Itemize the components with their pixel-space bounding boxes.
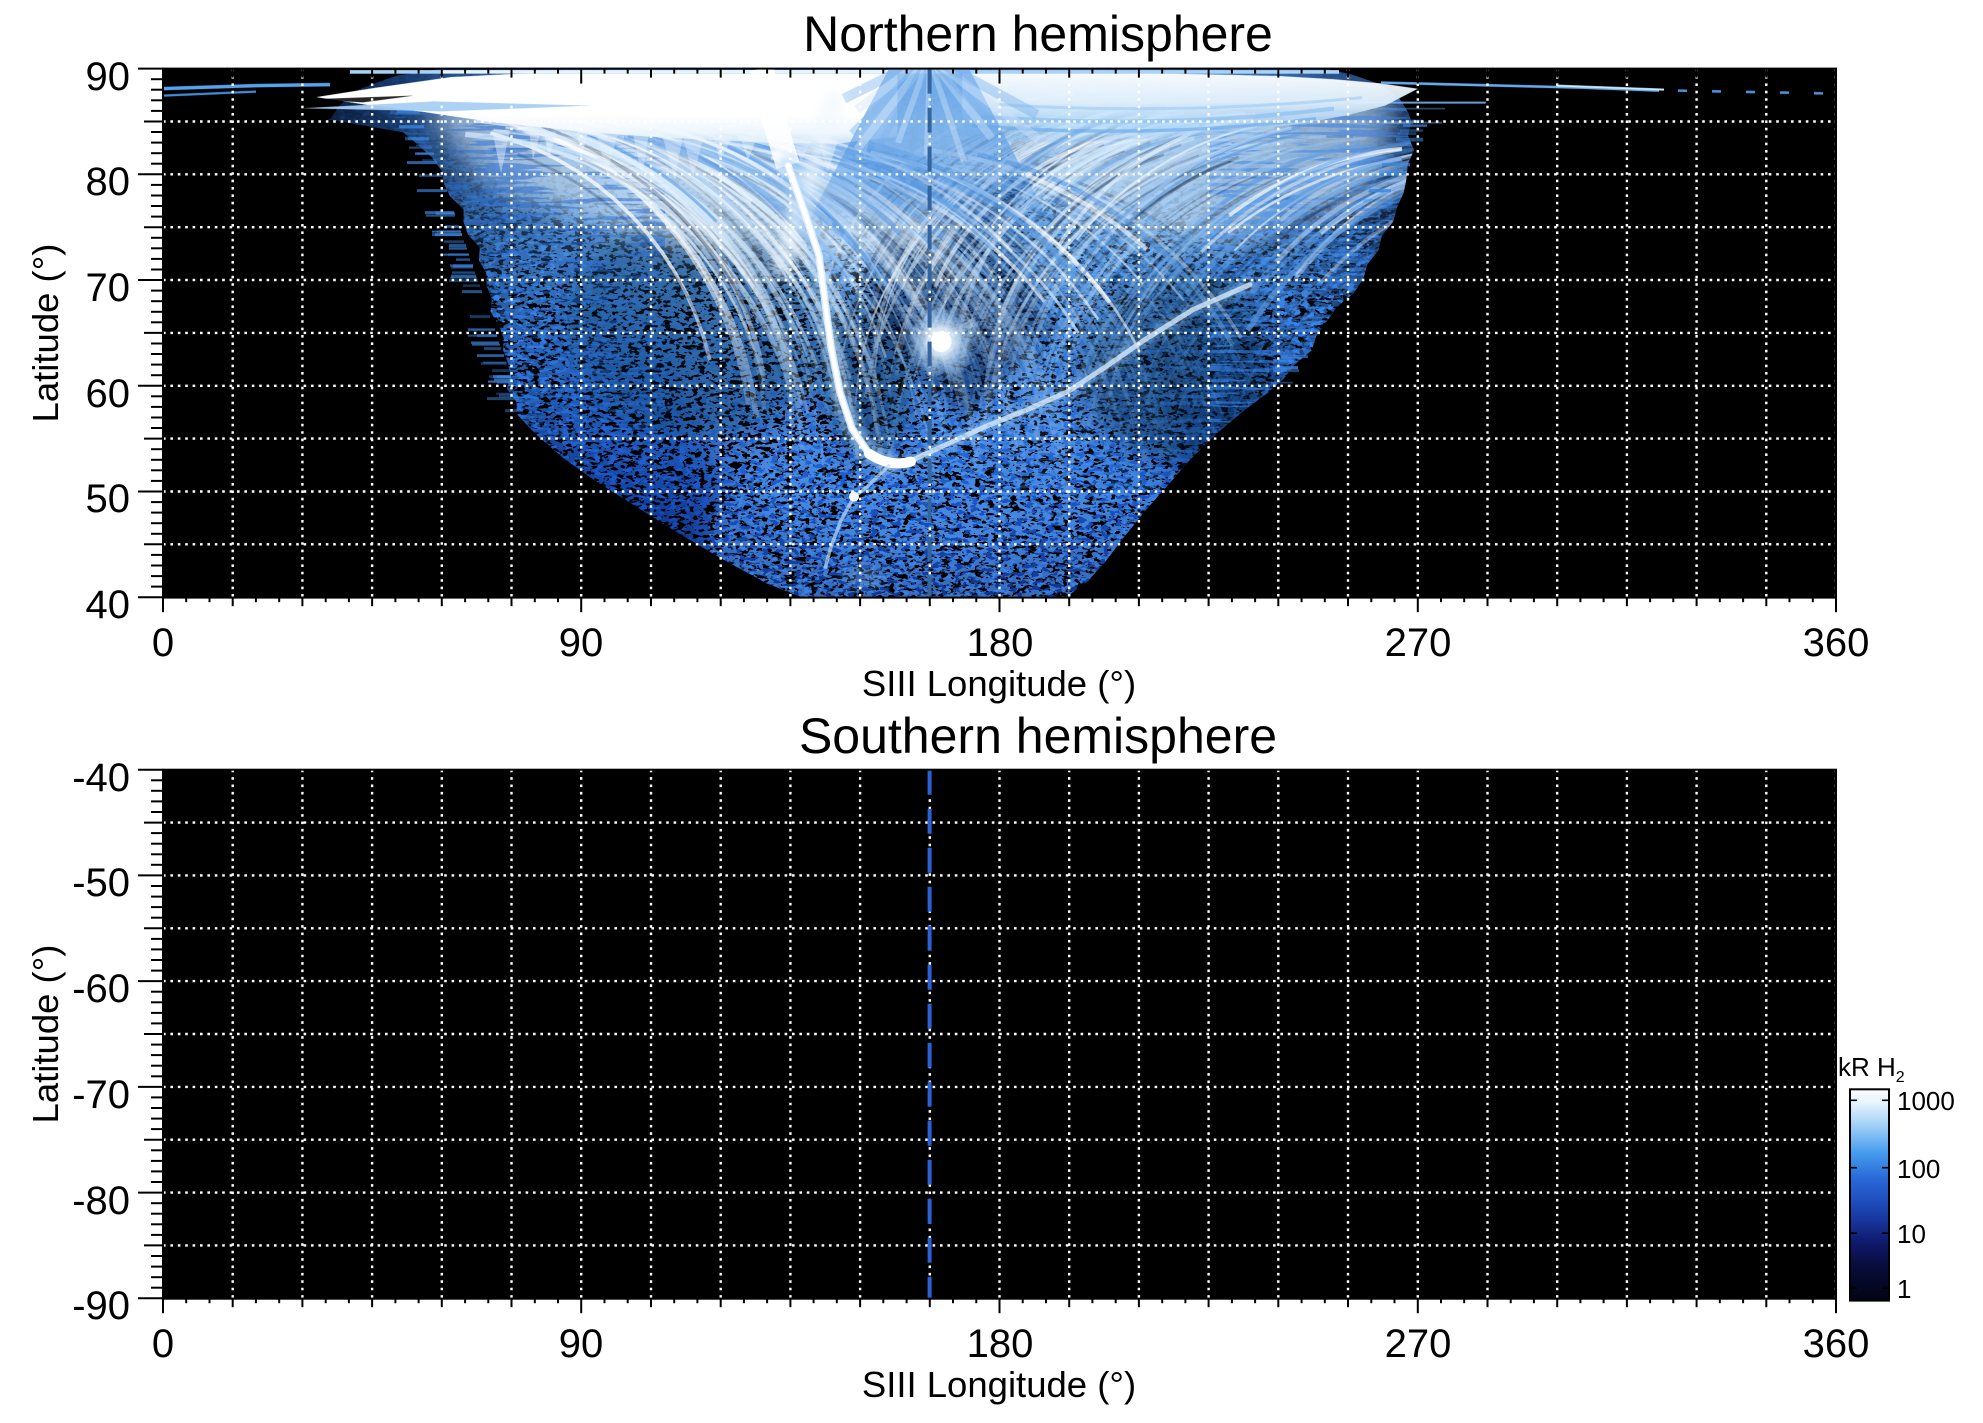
- svg-text:80: 80: [86, 160, 131, 204]
- svg-text:-70: -70: [72, 1073, 130, 1117]
- svg-text:SIII Longitude (°): SIII Longitude (°): [862, 663, 1136, 704]
- svg-text:-50: -50: [72, 861, 130, 905]
- svg-text:270: 270: [1385, 1322, 1452, 1366]
- svg-text:0: 0: [152, 621, 174, 665]
- svg-text:270: 270: [1385, 621, 1452, 665]
- svg-text:10: 10: [1897, 1219, 1926, 1249]
- svg-text:180: 180: [967, 621, 1034, 665]
- svg-text:50: 50: [86, 477, 131, 521]
- svg-text:kR H2: kR H2: [1838, 1052, 1905, 1086]
- svg-text:-60: -60: [72, 967, 130, 1011]
- svg-text:Southern hemisphere: Southern hemisphere: [799, 708, 1277, 764]
- svg-text:Latitude (°): Latitude (°): [25, 244, 66, 423]
- svg-text:Northern hemisphere: Northern hemisphere: [803, 6, 1273, 62]
- svg-text:-40: -40: [72, 756, 130, 800]
- svg-text:SIII Longitude (°): SIII Longitude (°): [862, 1364, 1136, 1405]
- svg-text:70: 70: [86, 266, 131, 310]
- svg-text:-90: -90: [72, 1284, 130, 1328]
- svg-text:0: 0: [152, 1322, 174, 1366]
- svg-text:90: 90: [559, 1322, 604, 1366]
- svg-text:Latitude (°): Latitude (°): [25, 945, 66, 1124]
- svg-text:90: 90: [86, 55, 131, 99]
- svg-text:180: 180: [967, 1322, 1034, 1366]
- svg-text:40: 40: [86, 583, 131, 627]
- svg-text:90: 90: [559, 621, 604, 665]
- svg-text:60: 60: [86, 372, 131, 416]
- svg-text:1: 1: [1897, 1274, 1911, 1304]
- svg-text:1000: 1000: [1897, 1086, 1955, 1116]
- svg-text:360: 360: [1803, 1322, 1870, 1366]
- svg-text:100: 100: [1897, 1154, 1940, 1184]
- svg-text:360: 360: [1803, 621, 1870, 665]
- svg-text:-80: -80: [72, 1179, 130, 1223]
